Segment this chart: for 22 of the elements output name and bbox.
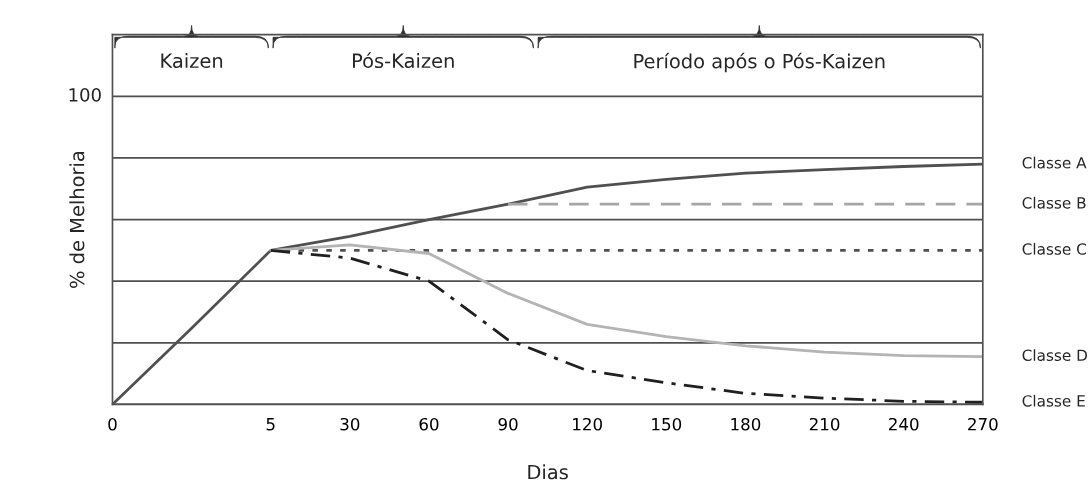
x-axis-title: Dias	[528, 464, 568, 480]
x-tick-label: 180	[731, 417, 761, 431]
text: Classe B	[1022, 196, 1086, 209]
text: Classe A	[1022, 156, 1087, 169]
text: Classe D	[1022, 349, 1087, 362]
x-tick-label: 270	[968, 417, 998, 431]
x-tick-label: 30	[340, 417, 360, 431]
x-tick-label: 120	[573, 417, 602, 431]
x-tick-label: 90	[498, 417, 518, 431]
text: Pós-Kaizen	[353, 52, 454, 69]
x-tick-label: 150	[652, 417, 682, 431]
text: Classe E	[1022, 394, 1085, 407]
text: Período após o Pós-Kaizen	[634, 52, 885, 73]
x-tick-label: 0	[108, 417, 117, 431]
x-tick-label: 5	[266, 418, 275, 431]
text: Kaizen	[161, 53, 223, 69]
x-tick-label: 60	[419, 417, 439, 431]
x-tick-label: 240	[888, 417, 919, 431]
text: Classe C	[1022, 242, 1086, 255]
text: 100	[69, 88, 101, 102]
y-axis-title: % de Melhoria	[69, 151, 85, 288]
x-tick-label: 210	[809, 417, 840, 431]
